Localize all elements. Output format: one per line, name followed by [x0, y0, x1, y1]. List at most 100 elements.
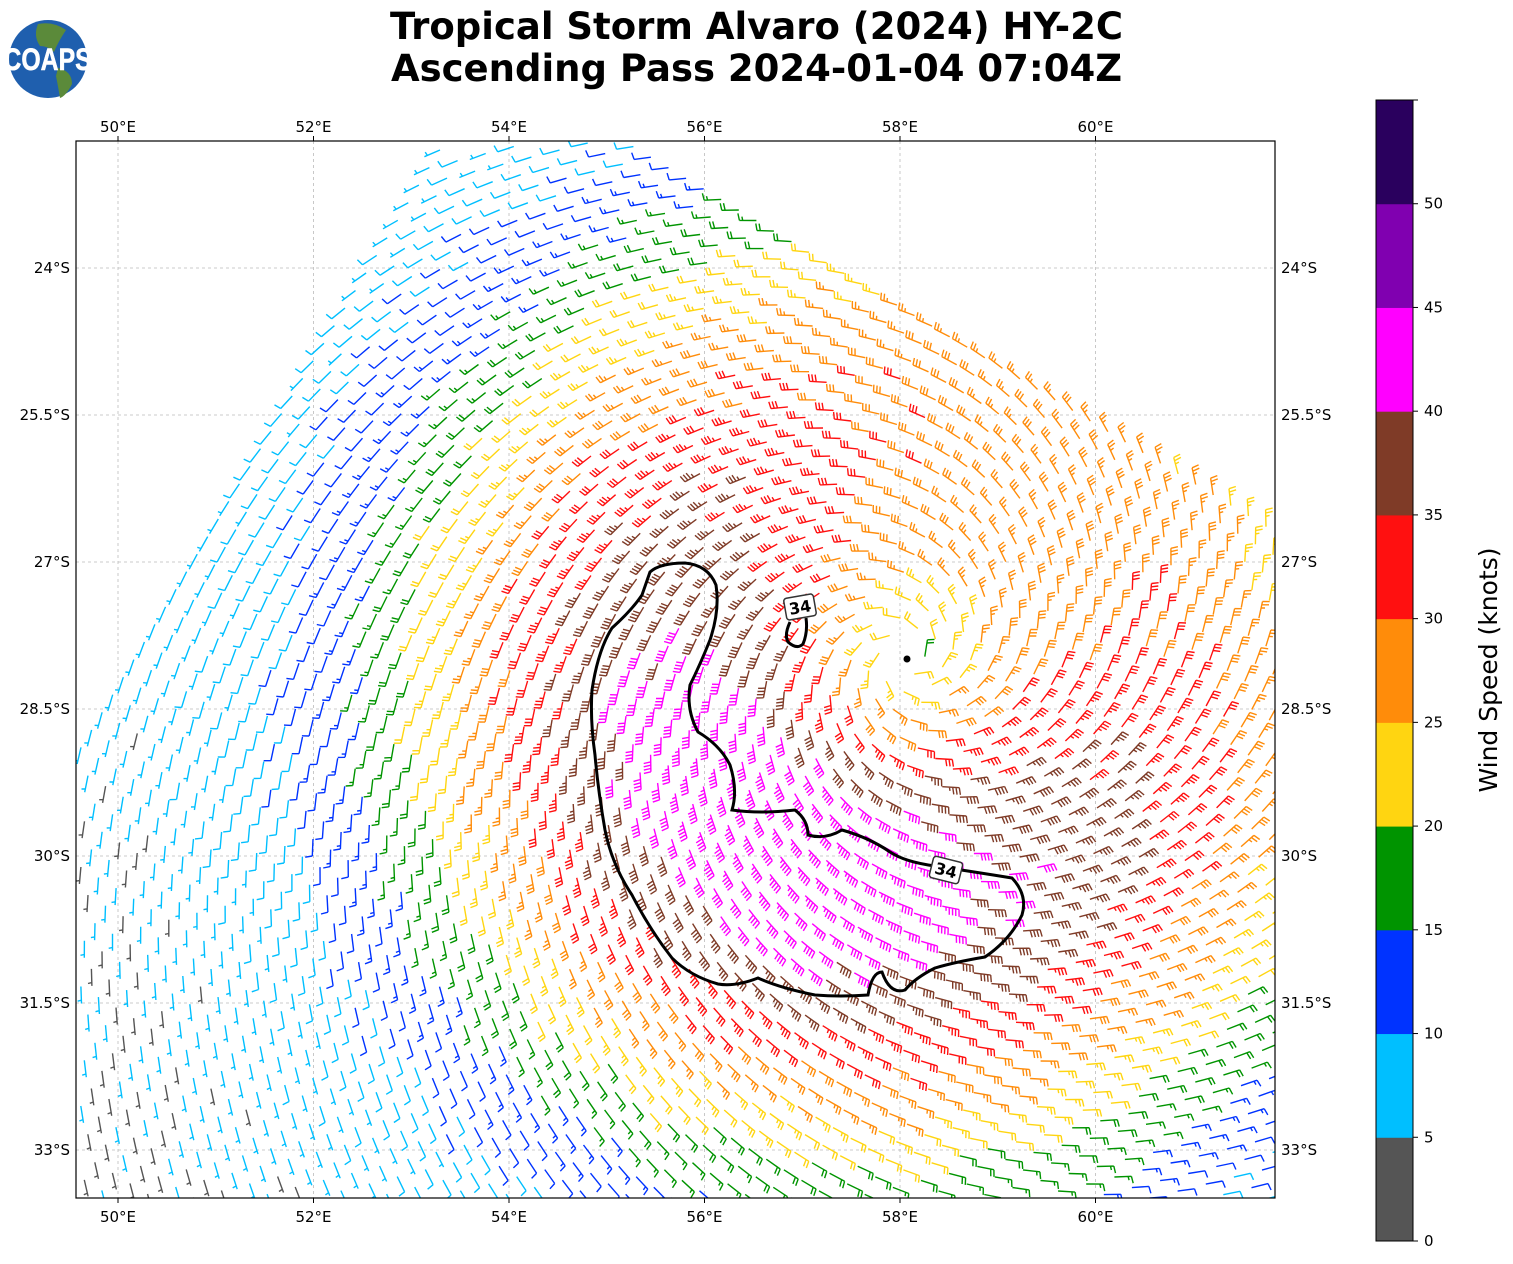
wind-barb — [864, 1074, 881, 1090]
wind-barb — [1047, 591, 1056, 611]
wind-barb — [815, 281, 834, 292]
wind-barb — [465, 557, 483, 573]
wind-barb — [507, 652, 522, 670]
wind-barb — [340, 363, 360, 377]
wind-barb — [719, 705, 729, 725]
wind-barb — [872, 384, 891, 398]
wind-barb — [1216, 1162, 1237, 1170]
wind-barb — [719, 568, 740, 581]
wind-barb — [719, 203, 739, 211]
wind-barb — [228, 933, 234, 951]
wind-barb — [1009, 872, 1029, 881]
wind-barb — [127, 778, 135, 796]
wind-barb — [988, 351, 1003, 369]
wind-barb — [576, 529, 596, 544]
wind-barb — [1080, 401, 1091, 422]
wind-barb — [328, 923, 337, 944]
wind-barb — [593, 1007, 603, 1029]
wind-barb — [1166, 715, 1184, 731]
wind-barb — [463, 437, 483, 451]
wind-barb — [370, 641, 385, 659]
wind-barb — [1258, 600, 1270, 619]
wind-barb — [950, 494, 965, 514]
wind-barb — [1040, 1060, 1060, 1069]
wind-barb — [478, 494, 497, 509]
wind-barb — [185, 1169, 192, 1186]
wind-barb — [747, 316, 767, 325]
wind-barb — [160, 1130, 167, 1148]
wind-barb — [1114, 1175, 1134, 1184]
wind-barb — [779, 1095, 795, 1113]
wind-barb — [563, 186, 585, 194]
wind-barb — [445, 592, 462, 609]
wind-barb — [447, 758, 458, 777]
wind-barb — [580, 905, 590, 927]
wind-barb — [385, 367, 406, 380]
wind-barb — [1008, 617, 1019, 636]
wind-barb — [417, 810, 427, 830]
wind-barb — [973, 852, 994, 861]
wind-barb — [551, 1197, 553, 1198]
wind-barb — [143, 1120, 149, 1137]
wind-barb — [542, 930, 551, 951]
wind-barb — [438, 399, 458, 412]
contour-label-1: 34 — [783, 593, 817, 621]
wind-barb — [407, 828, 416, 848]
wind-barb — [529, 571, 546, 587]
wind-barb — [530, 1113, 541, 1134]
wind-barb — [385, 1193, 390, 1198]
wind-barb — [1261, 1044, 1275, 1052]
wind-barb — [784, 673, 796, 692]
wind-barb — [1100, 750, 1120, 763]
wind-barb — [1006, 361, 1021, 380]
wind-barb — [351, 272, 367, 284]
wind-barb — [956, 404, 972, 422]
wind-barb — [630, 394, 652, 405]
wind-barb — [966, 1183, 984, 1195]
wind-barb — [914, 793, 932, 806]
wind-barb — [424, 1169, 434, 1190]
wind-barb — [400, 423, 420, 437]
wind-barb — [251, 972, 260, 993]
wind-barb — [488, 1183, 499, 1198]
wind-barb — [844, 593, 866, 602]
wind-barb — [618, 1046, 629, 1067]
wind-barb — [926, 574, 940, 594]
wind-barb — [454, 832, 462, 852]
wind-barb — [523, 708, 536, 727]
wind-barb — [1191, 879, 1212, 890]
wind-barb — [311, 536, 328, 552]
wind-barb — [1086, 1183, 1106, 1192]
wind-barb — [1075, 709, 1094, 724]
wind-barb — [1177, 944, 1199, 955]
wind-barb — [744, 1193, 752, 1198]
wind-barb — [389, 1148, 398, 1165]
colorbar-tick-label: 45 — [1424, 298, 1443, 316]
wind-barb — [383, 743, 395, 762]
wind-barb — [887, 440, 905, 454]
wind-barb — [486, 237, 507, 246]
wind-barb — [765, 754, 776, 776]
wind-barb — [1149, 582, 1159, 601]
wind-barb — [743, 362, 764, 371]
wind-barb — [532, 360, 553, 371]
wind-barb — [1226, 654, 1241, 672]
wind-barb — [539, 553, 557, 569]
wind-barb — [412, 240, 434, 251]
wind-barb — [1188, 1048, 1209, 1057]
wind-barb — [1103, 577, 1112, 597]
wind-barb — [725, 474, 746, 485]
wind-barb — [312, 370, 332, 384]
wind-barb — [570, 335, 592, 345]
wind-barb — [586, 1098, 598, 1119]
wind-barb — [369, 476, 388, 491]
wind-barb — [174, 691, 188, 709]
wind-barb — [339, 529, 356, 545]
wind-barb — [1082, 987, 1103, 997]
wind-barb — [486, 356, 508, 368]
wind-barb — [1058, 825, 1079, 835]
wind-barb — [1195, 1199, 1214, 1206]
wind-barb — [662, 462, 683, 473]
wind-barb — [1096, 672, 1113, 689]
wind-barb — [560, 730, 571, 749]
